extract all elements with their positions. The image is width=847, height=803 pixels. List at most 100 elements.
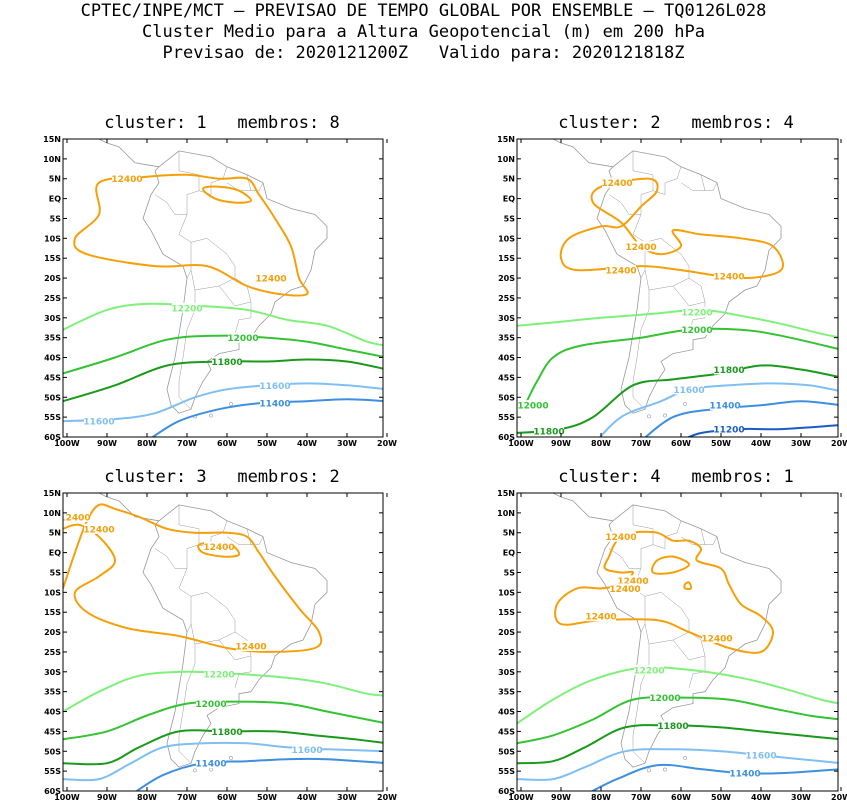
map-panel-4: 1240012400124001240012400122001200011800… bbox=[497, 489, 847, 802]
contour-label-bg bbox=[84, 523, 114, 534]
contour-label-bg bbox=[634, 664, 664, 675]
lon-tick-label: 40W bbox=[751, 439, 771, 448]
lat-tick-label: 5N bbox=[49, 175, 61, 184]
lon-tick-label: 20W bbox=[377, 439, 397, 448]
contour-label-12400: 12400 bbox=[701, 635, 732, 645]
contour-label-12200: 12200 bbox=[681, 308, 712, 318]
lat-tick-label: 45S bbox=[44, 727, 61, 736]
country-border bbox=[705, 182, 718, 191]
contour-label-11800: 11800 bbox=[533, 428, 564, 438]
contour-label-bg bbox=[682, 306, 712, 317]
country-border bbox=[632, 150, 654, 215]
country-border bbox=[178, 644, 196, 764]
panel-title-2: cluster: 2 membros: 4 bbox=[558, 113, 794, 133]
lat-tick-label: 30S bbox=[498, 314, 515, 323]
lon-tick-label: 30W bbox=[337, 439, 357, 448]
contour-label-bg bbox=[534, 426, 564, 437]
contour-label-11800: 11800 bbox=[211, 358, 242, 368]
contour-label-12400: 12400 bbox=[713, 273, 744, 283]
lon-tick-label: 70W bbox=[631, 439, 651, 448]
island bbox=[229, 756, 233, 760]
lat-tick-label: 5S bbox=[50, 214, 62, 223]
contour-label-bg bbox=[618, 575, 648, 586]
lat-tick-label: 45S bbox=[498, 373, 515, 382]
lon-tick-label: 80W bbox=[137, 439, 157, 448]
contour-label-bg bbox=[212, 356, 242, 367]
lon-tick-label: 40W bbox=[751, 793, 771, 802]
lat-tick-label: 5S bbox=[50, 568, 62, 577]
country-border bbox=[234, 655, 252, 688]
lat-tick-label: 60S bbox=[498, 433, 515, 442]
contour-label-bg bbox=[602, 177, 632, 188]
lon-tick-label: 80W bbox=[137, 793, 157, 802]
central-america-coast bbox=[552, 139, 614, 168]
contour-label-11600: 11600 bbox=[83, 418, 114, 428]
island bbox=[647, 768, 651, 773]
lat-tick-label: 45S bbox=[498, 727, 515, 736]
header-line-3: Previsao de: 2020121200Z Valido para: 20… bbox=[162, 43, 685, 63]
lat-tick-label: 50S bbox=[498, 393, 515, 402]
lat-tick-label: EQ bbox=[503, 195, 515, 204]
contour-label-12400: 12400 bbox=[585, 613, 616, 623]
contour-label-12400: 12400 bbox=[609, 585, 640, 595]
lat-tick-label: 55S bbox=[44, 767, 61, 776]
lat-tick-label: 30S bbox=[44, 314, 61, 323]
country-border bbox=[632, 504, 654, 569]
contour-12400 bbox=[683, 581, 693, 590]
map-frame bbox=[516, 492, 839, 792]
contour-label-bg bbox=[702, 633, 732, 644]
country-border bbox=[234, 301, 252, 334]
contour-label-bg bbox=[196, 698, 226, 709]
lat-tick-label: 25S bbox=[44, 294, 61, 303]
lat-tick-label: 20S bbox=[498, 628, 515, 637]
contour-label-11600: 11600 bbox=[291, 746, 322, 756]
contour-label-12000: 12000 bbox=[227, 334, 258, 344]
contour-12400 bbox=[554, 530, 775, 654]
lat-tick-label: EQ bbox=[503, 549, 515, 558]
contour-label-12000: 12000 bbox=[681, 326, 712, 336]
island bbox=[193, 768, 197, 773]
lon-tick-label: 70W bbox=[177, 793, 197, 802]
lon-tick-label: 80W bbox=[591, 439, 611, 448]
contour-label-12400: 12400 bbox=[255, 275, 286, 285]
country-border bbox=[178, 214, 192, 279]
lat-tick-label: 35S bbox=[44, 334, 61, 343]
contour-11600 bbox=[598, 382, 838, 437]
contour-label-bg bbox=[204, 541, 234, 552]
lat-tick-label: 10S bbox=[44, 588, 61, 597]
contour-label-12400: 12400 bbox=[203, 543, 234, 553]
contour-12000 bbox=[524, 327, 838, 406]
island bbox=[209, 413, 213, 418]
contour-12000 bbox=[63, 700, 383, 741]
contour-label-11800: 11800 bbox=[211, 728, 242, 738]
lat-tick-label: 5S bbox=[504, 214, 516, 223]
lat-tick-label: 25S bbox=[498, 294, 515, 303]
lon-tick-label: 90W bbox=[551, 793, 571, 802]
contour-label-11200: 11200 bbox=[713, 426, 744, 436]
lat-tick-label: 20S bbox=[44, 628, 61, 637]
contour-label-bg bbox=[674, 384, 704, 395]
lon-tick-label: 40W bbox=[297, 793, 317, 802]
header-line-2: Cluster Medio para a Altura Geopotencial… bbox=[142, 22, 705, 42]
lon-tick-label: 60W bbox=[671, 793, 691, 802]
country-border bbox=[644, 592, 690, 645]
contour-label-bg bbox=[714, 364, 744, 375]
contour-label-bg bbox=[196, 758, 226, 769]
lon-tick-label: 30W bbox=[791, 439, 811, 448]
country-border bbox=[178, 504, 200, 569]
lon-tick-label: 40W bbox=[297, 439, 317, 448]
contour-label-bg bbox=[710, 400, 740, 411]
contour-label-bg bbox=[606, 531, 636, 542]
contour-label-bg bbox=[172, 302, 202, 313]
contour-label-11600: 11600 bbox=[673, 386, 704, 396]
country-border bbox=[251, 182, 264, 191]
lat-tick-label: 15N bbox=[43, 489, 61, 498]
lat-tick-label: 15N bbox=[497, 135, 515, 144]
lat-tick-label: 45S bbox=[44, 373, 61, 382]
contour-11800 bbox=[63, 358, 383, 403]
lat-tick-label: 50S bbox=[44, 747, 61, 756]
lat-tick-label: 15N bbox=[43, 135, 61, 144]
lon-tick-label: 50W bbox=[257, 439, 277, 448]
lat-tick-label: 10N bbox=[43, 509, 61, 518]
contour-label-11400: 11400 bbox=[729, 770, 760, 780]
